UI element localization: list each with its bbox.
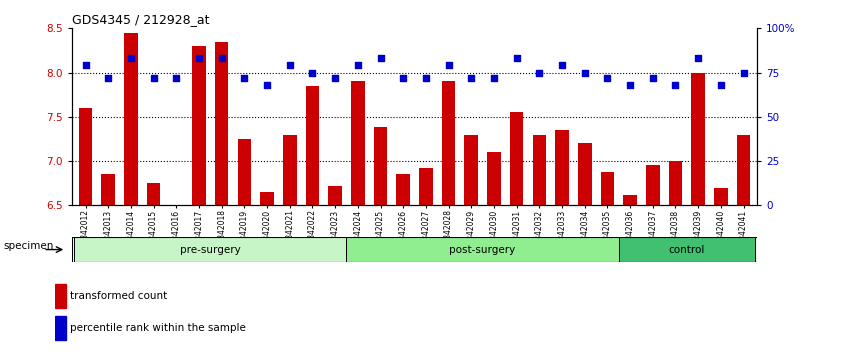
Bar [55,284,66,308]
Text: specimen: specimen [3,241,54,251]
Point [238,75,251,81]
Point [192,56,206,61]
Point [578,70,591,75]
Bar [714,188,728,205]
Point [533,70,547,75]
Point [691,56,705,61]
Point [102,75,115,81]
Bar [102,175,115,205]
Point [624,82,637,88]
Text: GDS4345 / 212928_at: GDS4345 / 212928_at [72,13,210,26]
Bar [464,135,478,205]
Bar [328,186,342,205]
Bar [124,33,138,205]
Bar [510,113,524,205]
Point [510,56,524,61]
Point [464,75,478,81]
Point [215,56,228,61]
Point [79,63,92,68]
Bar [351,81,365,205]
Point [328,75,342,81]
Point [442,63,455,68]
Text: percentile rank within the sample: percentile rank within the sample [69,323,245,333]
Point [714,82,728,88]
Point [397,75,410,81]
Point [169,75,183,81]
Bar [442,81,455,205]
Point [351,63,365,68]
Text: post-surgery: post-surgery [449,245,516,255]
Bar [646,166,660,205]
Bar [79,108,92,205]
Bar [261,192,274,205]
Point [419,75,432,81]
Text: control: control [668,245,705,255]
Point [487,75,501,81]
Bar [374,127,387,205]
Bar [55,316,66,340]
Bar [737,135,750,205]
Bar [624,195,637,205]
Point [646,75,660,81]
Bar [487,152,501,205]
Bar [668,161,682,205]
Point [601,75,614,81]
Point [124,56,138,61]
Bar [419,168,432,205]
Bar [305,86,319,205]
Text: transformed count: transformed count [69,291,167,301]
Point [305,70,319,75]
Bar [283,135,297,205]
Point [147,75,161,81]
Bar [215,42,228,205]
Bar [74,237,347,262]
Text: pre-surgery: pre-surgery [180,245,241,255]
Bar [691,73,705,205]
Point [261,82,274,88]
Bar [147,183,161,205]
Bar [192,46,206,205]
Point [283,63,296,68]
Point [737,70,750,75]
Point [555,63,569,68]
Bar [555,130,569,205]
Point [668,82,682,88]
Bar [532,135,547,205]
Bar [601,172,614,205]
Bar [397,175,410,205]
Bar [238,139,251,205]
Bar [347,237,618,262]
Bar [618,237,755,262]
Point [374,56,387,61]
Bar [578,143,591,205]
